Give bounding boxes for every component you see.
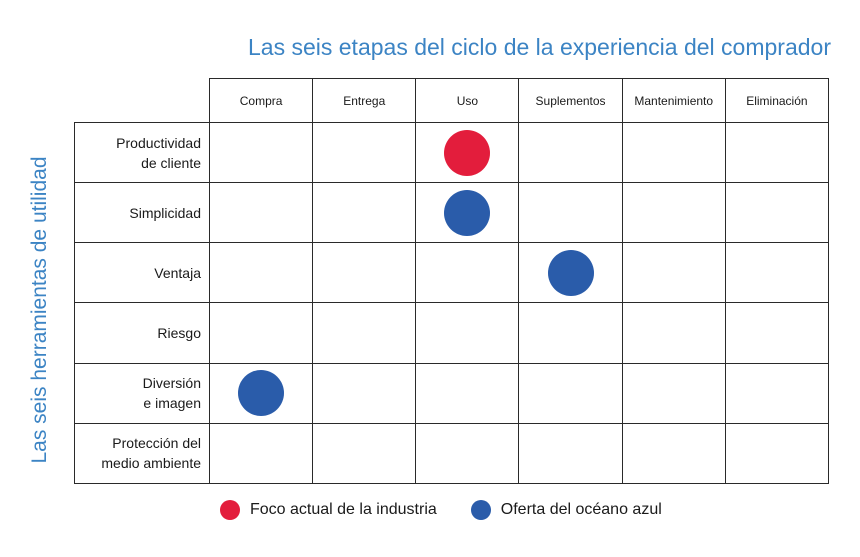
matrix-row: Simplicidad — [74, 182, 830, 244]
row-header-line: e imagen — [143, 395, 201, 412]
row-header: Riesgo — [74, 302, 210, 364]
matrix-cell — [518, 242, 623, 304]
matrix-cell — [724, 302, 830, 364]
legend-item-blue-ocean: Oferta del océano azul — [470, 500, 662, 520]
matrix-cell — [208, 182, 314, 244]
matrix-cell — [518, 362, 623, 424]
matrix-cell — [208, 121, 314, 184]
matrix-cell — [518, 422, 623, 485]
row-header-line: Simplicidad — [129, 204, 201, 221]
matrix-cell — [724, 242, 830, 304]
legend-red-dot — [220, 500, 240, 520]
matrix-row: Productividad de cliente — [74, 121, 830, 184]
matrix-cell — [724, 362, 830, 424]
matrix-cell — [724, 182, 830, 244]
matrix-cell — [208, 302, 314, 364]
blue-ocean-dot — [547, 249, 594, 296]
matrix-cell — [724, 422, 830, 485]
corner-cell — [74, 78, 210, 123]
blue-ocean-dot — [238, 370, 285, 417]
diagram-title: Las seis etapas del ciclo de la experien… — [248, 34, 831, 60]
matrix-cell — [312, 182, 417, 244]
matrix-cell — [518, 182, 623, 244]
legend-blue-dot — [470, 500, 491, 520]
column-header-compra: Compra — [208, 78, 314, 123]
row-header: Simplicidad — [74, 182, 210, 244]
matrix-cell — [208, 422, 314, 485]
industry-focus-dot — [444, 129, 491, 176]
column-header-uso: Uso — [415, 78, 520, 123]
matrix-cell — [208, 362, 314, 424]
row-header: Ventaja — [74, 242, 210, 304]
matrix-cell — [312, 242, 417, 304]
utility-matrix: Compra Entrega Uso Suplementos Mantenimi… — [74, 78, 830, 485]
matrix-cell — [312, 422, 417, 485]
row-header-line: Productividad — [116, 134, 201, 151]
row-header-line: de cliente — [141, 154, 201, 171]
matrix-cell — [208, 242, 314, 304]
matrix-cell — [415, 422, 520, 485]
matrix-row: Ventaja — [74, 242, 830, 304]
column-header-mantenimiento: Mantenimiento — [621, 78, 726, 123]
legend-label-blue-ocean: Oferta del océano azul — [500, 501, 662, 518]
matrix-cell — [518, 302, 623, 364]
column-header-entrega: Entrega — [312, 78, 417, 123]
matrix-cell — [621, 121, 726, 184]
matrix-cell — [415, 182, 520, 244]
y-axis-title: Las seis herramientas de utilidad — [28, 156, 51, 464]
matrix-cell — [621, 182, 726, 244]
row-header: Diversión e imagen — [74, 362, 210, 424]
matrix-cell — [724, 121, 830, 184]
matrix-cell — [312, 302, 417, 364]
matrix-cell — [415, 121, 520, 184]
matrix-row: Protección del medio ambiente — [74, 422, 830, 485]
legend-item-industry-focus: Foco actual de la industria — [220, 500, 437, 520]
matrix-row: Diversión e imagen — [74, 362, 830, 424]
matrix-row: Riesgo — [74, 302, 830, 364]
matrix-cell — [312, 121, 417, 184]
row-header-line: medio ambiente — [101, 455, 201, 472]
matrix-cell — [621, 422, 726, 485]
matrix-cell — [621, 302, 726, 364]
header-row: Compra Entrega Uso Suplementos Mantenimi… — [74, 78, 830, 123]
column-header-suplementos: Suplementos — [518, 78, 623, 123]
row-header: Productividad de cliente — [74, 121, 210, 184]
row-header-line: Riesgo — [157, 325, 201, 342]
matrix-cell — [312, 362, 417, 424]
blue-ocean-dot — [444, 189, 491, 236]
matrix-cell — [621, 242, 726, 304]
matrix-cell — [621, 362, 726, 424]
matrix-cell — [518, 121, 623, 184]
matrix-cell — [415, 302, 520, 364]
row-header-line: Protección del — [112, 435, 201, 452]
row-header-line: Ventaja — [154, 264, 201, 281]
column-header-eliminacion: Eliminación — [724, 78, 830, 123]
legend: Foco actual de la industria Oferta del o… — [220, 500, 696, 520]
row-header-line: Diversión — [142, 375, 201, 392]
row-header: Protección del medio ambiente — [74, 422, 210, 485]
legend-label-industry-focus: Foco actual de la industria — [250, 501, 437, 518]
matrix-cell — [415, 242, 520, 304]
matrix-cell — [415, 362, 520, 424]
